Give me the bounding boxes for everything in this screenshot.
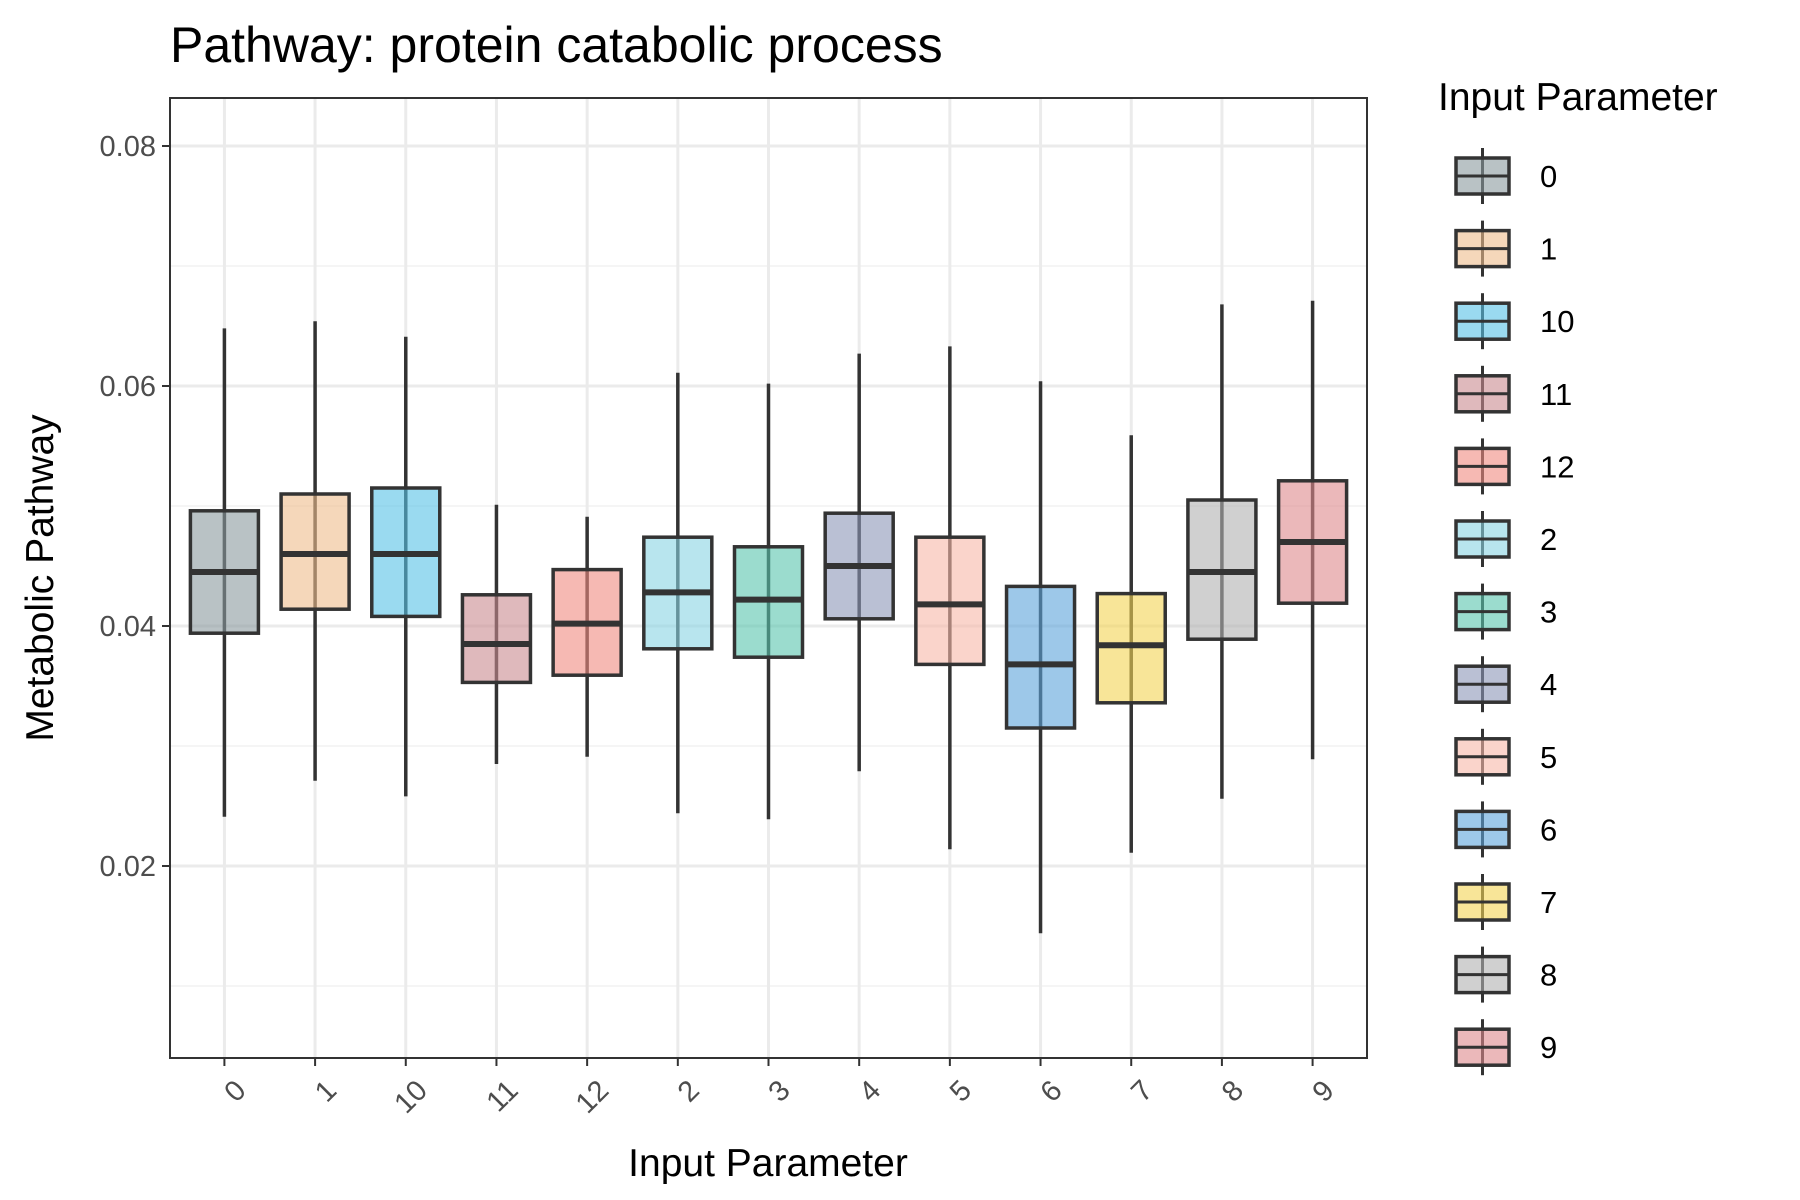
legend-item-0: 0 xyxy=(1454,148,1557,204)
y-tick-label: 0.02 xyxy=(100,851,156,883)
legend-label: 5 xyxy=(1540,740,1557,775)
y-tick-label: 0.08 xyxy=(100,131,156,163)
legend-label: 7 xyxy=(1540,885,1557,920)
legend-label: 4 xyxy=(1540,667,1557,702)
legend-item-7: 7 xyxy=(1454,874,1557,930)
legend-label: 6 xyxy=(1540,812,1557,847)
legend-item-2: 2 xyxy=(1454,511,1557,567)
chart-title: Pathway: protein catabolic process xyxy=(170,17,943,73)
legend-item-12: 12 xyxy=(1454,438,1574,495)
legend-item-1: 1 xyxy=(1454,220,1557,277)
legend-label: 0 xyxy=(1540,159,1557,194)
legend-label: 9 xyxy=(1540,1030,1557,1065)
y-axis-title: Metabolic Pathway xyxy=(19,414,62,742)
legend-label: 8 xyxy=(1540,958,1557,993)
legend-label: 12 xyxy=(1540,449,1574,484)
box-5 xyxy=(914,535,986,667)
x-axis-title: Input Parameter xyxy=(628,1142,908,1185)
box-6 xyxy=(1004,584,1077,730)
legend-label: 2 xyxy=(1540,522,1557,557)
legend-item-8: 8 xyxy=(1454,946,1557,1003)
legend-item-5: 5 xyxy=(1454,728,1557,785)
legend-item-11: 11 xyxy=(1454,365,1572,422)
legend-item-10: 10 xyxy=(1454,293,1574,350)
box-layer xyxy=(188,479,1349,730)
legend-item-4: 4 xyxy=(1454,656,1557,713)
legend-items: 0 1 10 11 12 2 3 4 5 6 7 8 9 xyxy=(1454,148,1574,1076)
y-tick-label: 0.06 xyxy=(100,371,156,403)
legend-label: 11 xyxy=(1540,377,1572,412)
legend-item-3: 3 xyxy=(1454,583,1557,640)
legend-item-9: 9 xyxy=(1454,1019,1557,1076)
legend-title: Input Parameter xyxy=(1438,76,1718,119)
legend: Input Parameter 0 1 10 11 12 2 3 4 5 6 7 8 9 xyxy=(1438,76,1718,1076)
legend-label: 3 xyxy=(1540,595,1557,630)
box-11 xyxy=(460,593,533,685)
legend-item-6: 6 xyxy=(1454,801,1557,858)
y-tick-label: 0.04 xyxy=(100,611,156,643)
legend-label: 1 xyxy=(1540,232,1557,267)
legend-label: 10 xyxy=(1540,304,1574,339)
